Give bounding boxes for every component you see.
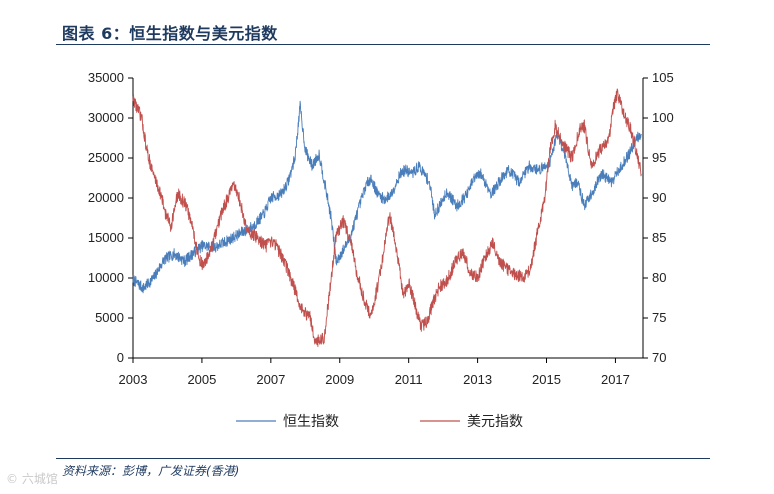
y-left-tick-label: 15000 — [88, 230, 124, 245]
chart-title: 图表 6：恒生指数与美元指数 — [62, 24, 278, 43]
source-note: 资料来源：彭博，广发证券(香港) — [62, 464, 240, 478]
y-left-tick-label: 20000 — [88, 190, 124, 205]
chart-legend: 恒生指数 美元指数 — [236, 414, 523, 430]
y-right-tick-label: 70 — [652, 350, 666, 365]
y-left-tick-label: 35000 — [88, 70, 124, 85]
y-left-tick-label: 10000 — [88, 270, 124, 285]
chart-axes: 0 5000 10000 15000 20000 25000 30000 35000 70 75 8… — [88, 70, 674, 387]
title-divider — [56, 44, 710, 45]
x-tick-label: 2017 — [601, 372, 630, 387]
x-tick-label: 2007 — [256, 372, 285, 387]
y-right-tick-label: 85 — [652, 230, 666, 245]
x-tick-label: 2003 — [119, 372, 148, 387]
y-right-tick-label: 95 — [652, 150, 666, 165]
y-left-tick-label: 25000 — [88, 150, 124, 165]
y-right-tick-label: 90 — [652, 190, 666, 205]
y-right-tick-label: 80 — [652, 270, 666, 285]
legend-item-usd-index-label: 美元指数 — [467, 414, 523, 430]
y-left-tick-label: 0 — [117, 350, 124, 365]
y-left-tick-label: 30000 — [88, 110, 124, 125]
x-tick-label: 2009 — [325, 372, 354, 387]
legend-item-hsi-label: 恒生指数 — [283, 414, 339, 430]
hsi-series-line — [132, 100, 642, 294]
y-right-tick-label: 105 — [652, 70, 674, 85]
y-right-tick-label: 100 — [652, 110, 674, 125]
watermark: © 六城馆 — [6, 472, 58, 486]
x-tick-label: 2005 — [187, 372, 216, 387]
x-tick-label: 2015 — [532, 372, 561, 387]
footer-divider — [56, 458, 710, 459]
x-tick-label: 2013 — [463, 372, 492, 387]
usd-index-series-line — [132, 88, 642, 348]
y-right-tick-label: 75 — [652, 310, 666, 325]
y-left-tick-label: 5000 — [95, 310, 124, 325]
x-tick-label: 2011 — [395, 372, 423, 387]
chart-series — [132, 88, 642, 348]
